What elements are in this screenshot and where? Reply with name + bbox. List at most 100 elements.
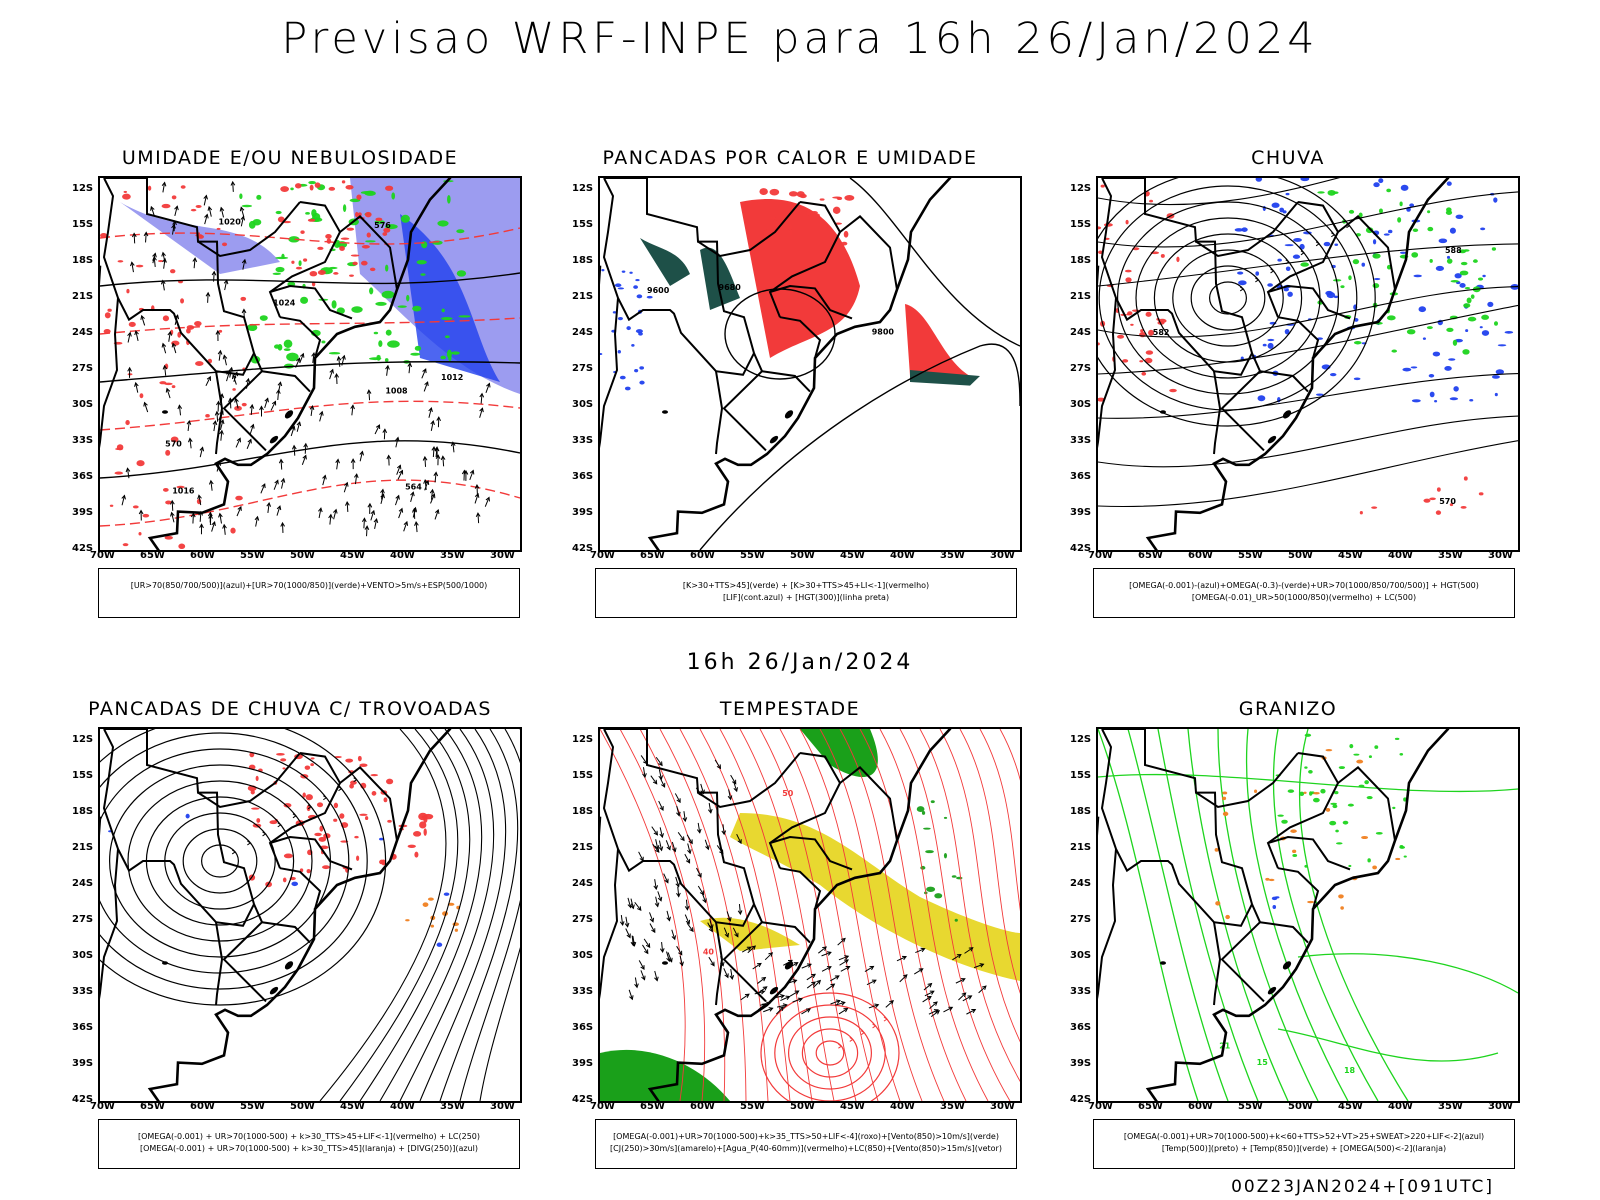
lon-tick-label: 30W: [490, 550, 515, 561]
lat-tick-label: 21S: [72, 842, 93, 853]
lat-tick-label: 27S: [1070, 914, 1091, 925]
legend-line-2: [CJ(250)>30m/s](amarelo)+[Agua_P(40-60mm…: [596, 1143, 1016, 1155]
lon-tick-label: 30W: [990, 1101, 1015, 1112]
lat-tick-label: 21S: [1070, 291, 1091, 302]
legend-line-1: [OMEGA(-0.001)+UR>70(1000-500)+k>35_TTS>…: [596, 1131, 1016, 1143]
contour-label: 1020: [219, 218, 242, 227]
lat-tick-label: 18S: [572, 255, 593, 266]
lat-tick-label: 27S: [72, 914, 93, 925]
lat-tick-label: 15S: [72, 219, 93, 230]
lon-tick-label: 45W: [840, 1101, 865, 1112]
lat-tick-label: 24S: [72, 327, 93, 338]
lat-tick-label: 33S: [1070, 435, 1091, 446]
lon-tick-label: 45W: [340, 1101, 365, 1112]
contour-label: 1016: [172, 486, 195, 495]
map-plot: 40 50: [600, 729, 1020, 1101]
lon-tick-label: 30W: [1488, 550, 1513, 561]
panel-title: PANCADAS POR CALOR E UMIDADE: [550, 147, 1030, 169]
legend-line-1: [UR>70(850/700/500)](azul)+[UR>70(1000/8…: [99, 580, 519, 592]
main-title: Previsao WRF-INPE para 16h 26/Jan/2024: [0, 14, 1600, 64]
lon-tick-label: 65W: [140, 550, 165, 561]
map-chuva[interactable]: 570 582 588: [1096, 176, 1520, 552]
contour-label: 576: [374, 221, 391, 230]
lat-tick-label: 30S: [72, 399, 93, 410]
lat-tick-label: 36S: [72, 1022, 93, 1033]
lon-tick-label: 40W: [890, 550, 915, 561]
lat-tick-label: 33S: [572, 435, 593, 446]
lat-tick-label: 24S: [72, 878, 93, 889]
lat-tick-label: 39S: [572, 1058, 593, 1069]
map-pancadas-calor[interactable]: 9600 9680 9800: [598, 176, 1022, 552]
legend-line-1: [OMEGA(-0.001) + UR>70(1000-500) + k>30_…: [99, 1131, 519, 1143]
lat-tick-label: 27S: [572, 363, 593, 374]
legend-line-2: [LIF](cont.azul) + [HGT(300)](linha pret…: [596, 592, 1016, 604]
lon-tick-label: 40W: [390, 1101, 415, 1112]
panel-chuva: CHUVA 570 582 588 [OMEGA(-0.001)-(azul)+OM…: [1048, 147, 1528, 627]
lat-tick-label: 30S: [1070, 950, 1091, 961]
contour-label: 9800: [872, 327, 895, 336]
lat-tick-label: 36S: [72, 471, 93, 482]
lat-tick-label: 33S: [1070, 986, 1091, 997]
lat-tick-label: 12S: [72, 183, 93, 194]
contour-label: 9680: [719, 283, 742, 292]
lon-tick-label: 55W: [740, 550, 765, 561]
lat-tick-label: 21S: [1070, 842, 1091, 853]
lon-tick-label: 70W: [90, 1101, 115, 1112]
legend-line-1: [OMEGA(-0.001)-(azul)+OMEGA(-0.3)-(verde…: [1094, 580, 1514, 592]
lat-tick-label: 21S: [572, 291, 593, 302]
lon-tick-label: 60W: [1188, 550, 1213, 561]
lon-tick-label: 60W: [1188, 1101, 1213, 1112]
lat-tick-label: 15S: [1070, 219, 1091, 230]
lon-tick-label: 65W: [1138, 550, 1163, 561]
contour-label: 1008: [385, 387, 408, 396]
lat-tick-label: 18S: [572, 806, 593, 817]
legend-line-1: [K>30+TTS>45](verde) + [K>30+TTS>45+LI<-…: [596, 580, 1016, 592]
lon-tick-label: 45W: [840, 550, 865, 561]
lon-tick-label: 45W: [1338, 1101, 1363, 1112]
legend-box: [UR>70(850/700/500)](azul)+[UR>70(1000/8…: [98, 568, 520, 618]
legend-box: [OMEGA(-0.001)+UR>70(1000-500)+k<60+TTS>…: [1093, 1119, 1515, 1169]
lon-tick-label: 70W: [1088, 1101, 1113, 1112]
lat-tick-label: 12S: [72, 734, 93, 745]
lon-tick-label: 55W: [240, 550, 265, 561]
map-plot: 1008 1012 1016 1020 1024 564 570 576: [100, 178, 520, 550]
lon-tick-label: 35W: [440, 1101, 465, 1112]
legend-box: [K>30+TTS>45](verde) + [K>30+TTS>45+LI<-…: [595, 568, 1017, 618]
lat-tick-label: 12S: [1070, 183, 1091, 194]
lat-tick-label: 12S: [1070, 734, 1091, 745]
lon-tick-label: 50W: [790, 1101, 815, 1112]
lon-tick-label: 45W: [340, 550, 365, 561]
lat-tick-label: 27S: [572, 914, 593, 925]
contour-label: 18: [1344, 1066, 1356, 1075]
lat-tick-label: 18S: [1070, 806, 1091, 817]
contour-label: 40: [703, 948, 715, 957]
contour-label: 15: [1257, 1058, 1269, 1067]
lat-tick-label: 24S: [572, 878, 593, 889]
map-granizo[interactable]: 15 18 21: [1096, 727, 1520, 1103]
map-umidade[interactable]: 1008 1012 1016 1020 1024 564 570 576: [98, 176, 522, 552]
map-trovoadas[interactable]: [98, 727, 522, 1103]
lat-tick-label: 33S: [572, 986, 593, 997]
lon-tick-label: 30W: [490, 1101, 515, 1112]
lat-tick-label: 18S: [72, 255, 93, 266]
lon-tick-label: 65W: [1138, 1101, 1163, 1112]
lon-tick-label: 40W: [1388, 1101, 1413, 1112]
lat-tick-label: 33S: [72, 435, 93, 446]
lon-tick-label: 60W: [190, 1101, 215, 1112]
legend-line-2: [OMEGA(-0.001) + UR>70(1000-500) + k>30_…: [99, 1143, 519, 1155]
lat-tick-label: 36S: [572, 1022, 593, 1033]
lat-tick-label: 15S: [572, 219, 593, 230]
lat-tick-label: 15S: [72, 770, 93, 781]
lon-tick-label: 60W: [190, 550, 215, 561]
lon-tick-label: 40W: [1388, 550, 1413, 561]
map-plot: 9600 9680 9800: [600, 178, 1020, 550]
panel-title: GRANIZO: [1048, 698, 1528, 720]
lon-tick-label: 50W: [790, 550, 815, 561]
lat-tick-label: 24S: [1070, 327, 1091, 338]
map-tempestade[interactable]: 40 50: [598, 727, 1022, 1103]
panel-granizo: GRANIZO 15 18 21 [OMEGA(-0.001)+UR>70(1000…: [1048, 698, 1528, 1178]
lon-tick-label: 40W: [890, 1101, 915, 1112]
panel-trovoadas: PANCADAS DE CHUVA C/ TROVOADAS [OMEGA(-0…: [50, 698, 530, 1178]
lat-tick-label: 21S: [72, 291, 93, 302]
lon-tick-label: 70W: [90, 550, 115, 561]
